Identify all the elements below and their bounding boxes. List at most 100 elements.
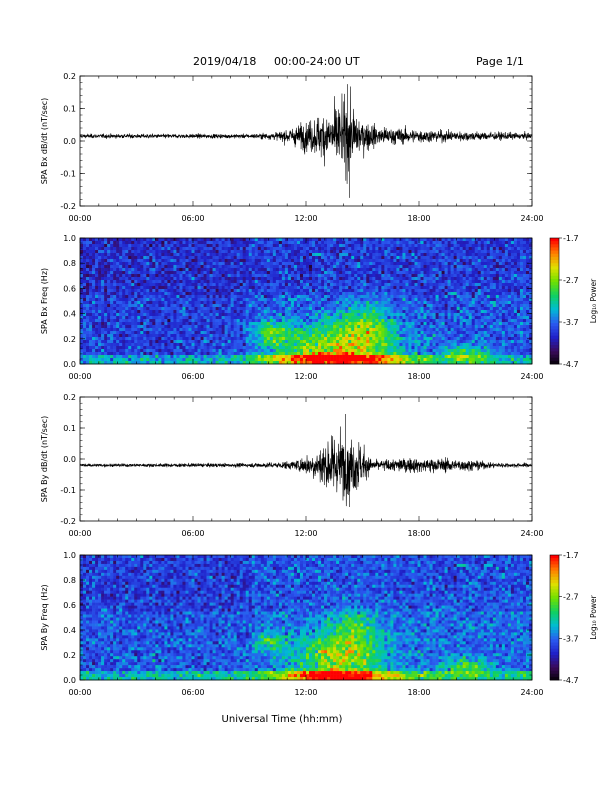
spectrogram-cell bbox=[131, 340, 135, 344]
spectrogram-cell bbox=[209, 322, 213, 326]
spectrogram-cell bbox=[411, 280, 415, 284]
spectrogram-cell bbox=[287, 280, 292, 284]
x-tick-label: 18:00 bbox=[407, 214, 430, 223]
spectrogram-cell bbox=[402, 286, 406, 290]
spectrogram-cell bbox=[399, 244, 403, 248]
spectrogram-cell bbox=[321, 268, 325, 272]
spectrogram-cell bbox=[420, 286, 424, 290]
spectrogram-cell bbox=[179, 334, 183, 338]
spectrogram-cell bbox=[417, 298, 421, 302]
spectrogram-cell bbox=[324, 346, 328, 350]
spectrogram-cell bbox=[86, 250, 90, 254]
spectrogram-cell bbox=[206, 265, 210, 269]
spectrogram-cell bbox=[101, 262, 105, 266]
spectrogram-cell bbox=[414, 325, 418, 329]
spectrogram-cell bbox=[152, 316, 156, 320]
spectrogram-cell bbox=[293, 352, 298, 356]
spectrogram-cell bbox=[80, 256, 84, 260]
spectrogram-cell bbox=[266, 256, 271, 260]
spectrogram-cell bbox=[275, 277, 280, 281]
spectrogram-cell bbox=[161, 304, 165, 308]
spectrogram-cell bbox=[336, 307, 340, 311]
spectrogram-cell bbox=[137, 244, 141, 248]
spectrogram-cell bbox=[80, 301, 84, 305]
spectrogram-cell bbox=[414, 271, 418, 275]
spectrogram-cell bbox=[272, 337, 277, 341]
spectrogram-cell bbox=[405, 250, 409, 254]
spectrogram-cell bbox=[245, 259, 250, 263]
spectrogram-cell bbox=[170, 340, 174, 344]
spectrogram-cell bbox=[266, 313, 271, 317]
spectrogram-cell bbox=[104, 325, 108, 329]
spectrogram-cell bbox=[161, 286, 165, 290]
spectrogram-cell bbox=[324, 358, 328, 362]
spectrogram-cell bbox=[302, 292, 307, 296]
spectrogram-cell bbox=[128, 346, 132, 350]
spectrogram-cell bbox=[399, 316, 403, 320]
spectrogram-cell bbox=[179, 268, 183, 272]
spectrogram-cell bbox=[296, 253, 301, 257]
spectrogram-cell bbox=[128, 337, 132, 341]
spectrogram-cell bbox=[420, 346, 424, 350]
spectrogram-cell bbox=[254, 346, 259, 350]
spectrogram-cell bbox=[351, 298, 355, 302]
spectrogram-cell bbox=[164, 283, 168, 287]
spectrogram-cell bbox=[98, 340, 102, 344]
spectrogram-cell bbox=[293, 358, 298, 362]
spectrogram-cell bbox=[203, 358, 207, 362]
spectrogram-cell bbox=[324, 262, 328, 266]
spectrogram-cell bbox=[423, 286, 427, 290]
spectrogram-cell bbox=[167, 352, 171, 356]
spectrogram-cell bbox=[245, 283, 250, 287]
spectrogram-cell bbox=[345, 343, 349, 347]
spectrogram-cell bbox=[128, 271, 132, 275]
spectrogram-cell bbox=[293, 241, 298, 245]
spectrogram-cell bbox=[194, 307, 198, 311]
spectrogram-cell bbox=[384, 253, 388, 257]
spectrogram-cell bbox=[161, 322, 165, 326]
spectrogram-cell bbox=[381, 322, 385, 326]
spectrogram-cell bbox=[363, 268, 367, 272]
spectrogram-cell bbox=[390, 274, 394, 278]
spectrogram-cell bbox=[83, 346, 87, 350]
spectrogram-cell bbox=[299, 256, 304, 260]
spectrogram-cell bbox=[257, 307, 262, 311]
spectrogram-cell bbox=[191, 289, 195, 293]
spectrogram-cell bbox=[80, 289, 84, 293]
spectrogram-cell bbox=[339, 307, 343, 311]
spectrogram-cell bbox=[384, 259, 388, 263]
spectrogram-cell bbox=[89, 331, 93, 335]
spectrogram-cell bbox=[248, 271, 253, 275]
spectrogram-cell bbox=[390, 262, 394, 266]
spectrogram-cell bbox=[218, 337, 222, 341]
spectrogram-cell bbox=[321, 361, 325, 365]
spectrogram-cell bbox=[272, 328, 277, 332]
spectrogram-cell bbox=[399, 283, 403, 287]
spectrogram-cell bbox=[200, 295, 204, 299]
spectrogram-cell bbox=[257, 262, 262, 266]
spectrogram-cell bbox=[381, 241, 385, 245]
spectrogram-cell bbox=[318, 244, 322, 248]
spectrogram-cell bbox=[245, 337, 250, 341]
spectrogram-cell bbox=[369, 253, 373, 257]
spectrogram-cell bbox=[417, 250, 421, 254]
spectrogram-cell bbox=[137, 349, 141, 353]
spectrogram-cell bbox=[342, 265, 346, 269]
spectrogram-cell bbox=[275, 346, 280, 350]
spectrogram-cell bbox=[393, 337, 397, 341]
spectrogram-cell bbox=[83, 340, 87, 344]
spectrogram-cell bbox=[131, 310, 135, 314]
spectrogram-cell bbox=[215, 259, 219, 263]
spectrogram-cell bbox=[363, 322, 367, 326]
spectrogram-cell bbox=[227, 298, 231, 302]
spectrogram-cell bbox=[330, 319, 334, 323]
spectrogram-cell bbox=[423, 274, 427, 278]
spectrogram-cell bbox=[299, 298, 304, 302]
spectrogram-cell bbox=[318, 307, 322, 311]
spectrogram-cell bbox=[233, 355, 237, 359]
spectrogram-cell bbox=[203, 331, 207, 335]
spectrogram-cell bbox=[140, 289, 144, 293]
spectrogram-cell bbox=[257, 241, 262, 245]
spectrogram-cell bbox=[402, 277, 406, 281]
spectrogram-cell bbox=[306, 292, 310, 296]
